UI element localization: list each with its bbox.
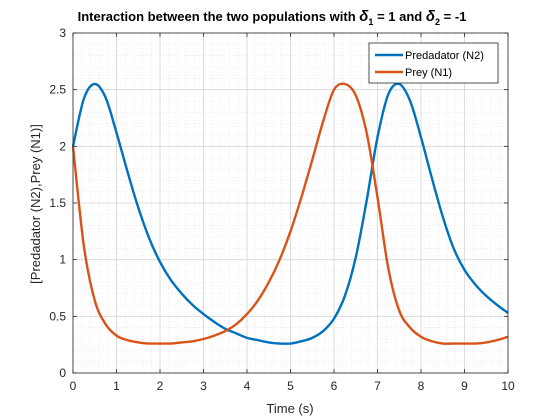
y-tick-label: 0.5 — [49, 309, 66, 323]
x-tick-label: 7 — [374, 379, 381, 393]
x-tick-label: 10 — [501, 379, 515, 393]
y-tick-label: 1 — [59, 253, 66, 267]
x-tick-label: 4 — [244, 379, 251, 393]
y-tick-labels: 0 0.5 1 1.5 2 2.5 3 — [49, 26, 66, 380]
x-tick-label: 6 — [331, 379, 338, 393]
tick-marks — [72, 32, 509, 374]
series-line-prey — [71, 82, 509, 345]
x-axis-label: Time (s) — [266, 401, 313, 416]
chart-title: Interaction between the two populations … — [78, 8, 467, 28]
major-grid — [72, 32, 509, 374]
legend: Predadator (N2) Prey (N1) — [368, 42, 499, 84]
series-line-predator — [71, 82, 509, 345]
series-layer — [71, 82, 509, 345]
y-tick-label: 3 — [59, 26, 66, 40]
y-tick-label: 2 — [59, 139, 66, 153]
legend-box — [368, 42, 499, 84]
y-axis-label: [Predadator (N2),Prey (N1)] — [28, 124, 43, 284]
y-tick-label: 1.5 — [49, 196, 66, 210]
legend-label-predator: Predadator (N2) — [405, 50, 484, 62]
x-tick-label: 0 — [70, 379, 77, 393]
title-mid: = 1 and — [377, 9, 422, 24]
x-tick-label: 1 — [113, 379, 120, 393]
x-tick-labels: 0 1 2 3 4 5 6 7 8 9 10 — [70, 379, 515, 393]
legend-label-prey: Prey (N1) — [405, 67, 452, 79]
title-sub-1: 1 — [368, 17, 373, 27]
x-tick-label: 2 — [157, 379, 164, 393]
x-tick-label: 3 — [200, 379, 207, 393]
x-tick-label: 9 — [461, 379, 468, 393]
title-delta-2: δ — [426, 8, 436, 25]
x-tick-label: 8 — [418, 379, 425, 393]
title-end: = -1 — [444, 9, 467, 24]
title-sub-2: 2 — [435, 17, 440, 27]
title-prefix: Interaction between the two populations … — [78, 9, 356, 24]
y-tick-label: 2.5 — [49, 83, 66, 97]
title-delta-1: δ — [359, 8, 369, 25]
x-tick-label: 5 — [287, 379, 294, 393]
y-tick-label: 0 — [59, 366, 66, 380]
